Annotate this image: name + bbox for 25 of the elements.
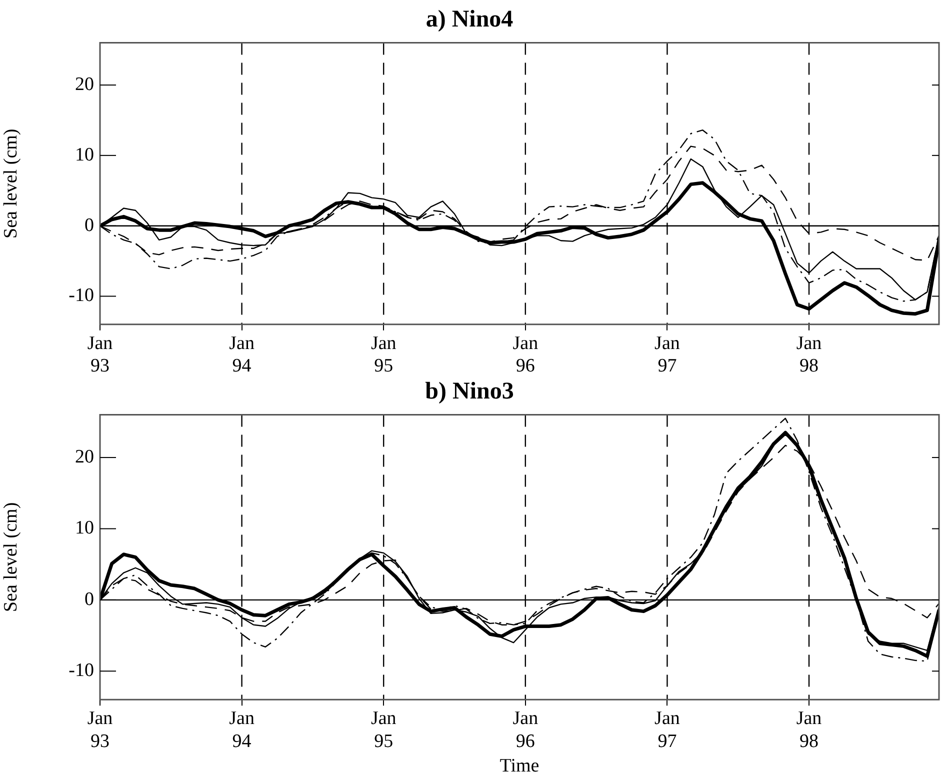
x-tick-label: Jan 97	[654, 708, 680, 752]
chart-title: a) Nino4	[426, 6, 514, 33]
y-tick-label: -10	[68, 660, 94, 682]
x-axis-title: Time	[500, 756, 540, 777]
x-tick-label: Jan 97	[654, 332, 680, 377]
y-tick-label: 20	[75, 446, 94, 468]
x-tick-label: Jan 96	[512, 708, 539, 752]
y-tick-label: 20	[75, 74, 94, 96]
y-tick-label: -10	[68, 285, 94, 306]
y-tick-label: 0	[84, 588, 94, 610]
x-tick-label: Jan 95	[370, 708, 397, 752]
y-axis-title: Sea level (cm)	[0, 128, 22, 238]
x-tick-label: Jan 94	[229, 332, 255, 377]
y-tick-label: 10	[75, 518, 94, 539]
x-tick-label: Jan 93	[87, 332, 114, 377]
x-tick-label: Jan 94	[229, 708, 255, 752]
y-tick-label: 10	[75, 144, 94, 166]
x-tick-label: Jan 93	[87, 708, 114, 752]
y-axis-title: Sea level (cm)	[0, 502, 22, 612]
x-tick-label: Jan 98	[796, 332, 822, 377]
x-tick-label: Jan 98	[796, 708, 822, 752]
x-tick-label: Jan 96	[512, 332, 539, 377]
chart-title: b) Nino3	[425, 378, 514, 405]
y-tick-label: 0	[84, 214, 94, 236]
x-tick-label: Jan 95	[370, 332, 397, 377]
